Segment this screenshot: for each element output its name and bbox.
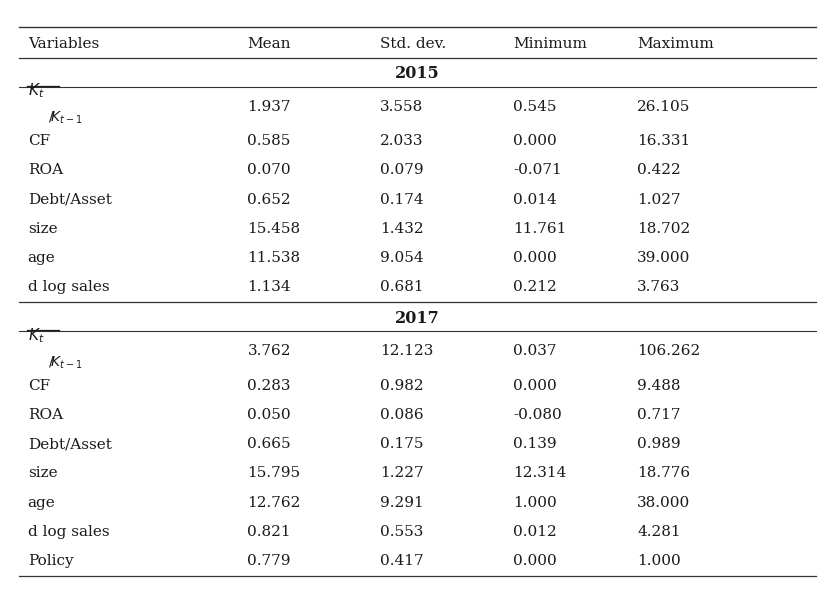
Text: 0.283: 0.283 [247,378,291,392]
Text: ROA: ROA [28,408,63,422]
Text: Maximum: Maximum [637,38,714,52]
Text: 0.545: 0.545 [513,100,556,114]
Text: size: size [28,222,58,236]
Text: 0.000: 0.000 [513,378,557,392]
Text: $K_t$: $K_t$ [28,82,44,100]
Text: 11.538: 11.538 [247,251,301,265]
Text: -0.071: -0.071 [513,164,562,177]
Text: 0.174: 0.174 [380,192,424,207]
Text: Policy: Policy [28,554,73,568]
Text: 0.585: 0.585 [247,134,291,148]
Text: 1.937: 1.937 [247,100,291,114]
Text: 9.291: 9.291 [380,496,424,509]
Text: $\!/\!K_{t-1}$: $\!/\!K_{t-1}$ [48,109,83,126]
Text: CF: CF [28,134,50,148]
Text: 0.652: 0.652 [247,192,291,207]
Text: 12.314: 12.314 [513,466,566,480]
Text: 0.212: 0.212 [513,280,557,295]
Text: 9.054: 9.054 [380,251,424,265]
Text: 0.717: 0.717 [637,408,681,422]
Text: size: size [28,466,58,480]
Text: Mean: Mean [247,38,291,52]
Text: 12.123: 12.123 [380,344,433,358]
Text: 38.000: 38.000 [637,496,691,509]
Text: d log sales: d log sales [28,280,109,295]
Text: 0.000: 0.000 [513,251,557,265]
Text: 3.762: 3.762 [247,344,291,358]
Text: 1.027: 1.027 [637,192,681,207]
Text: 0.681: 0.681 [380,280,424,295]
Text: 0.422: 0.422 [637,164,681,177]
Text: 12.762: 12.762 [247,496,301,509]
Text: 0.037: 0.037 [513,344,556,358]
Text: 15.795: 15.795 [247,466,301,480]
Text: 0.070: 0.070 [247,164,291,177]
Text: Std. dev.: Std. dev. [380,38,447,52]
Text: CF: CF [28,378,50,392]
Text: 15.458: 15.458 [247,222,301,236]
Text: 3.558: 3.558 [380,100,423,114]
Text: 0.014: 0.014 [513,192,557,207]
Text: $\!/\!K_{t-1}$: $\!/\!K_{t-1}$ [48,354,83,370]
Text: -0.080: -0.080 [513,408,562,422]
Text: 9.488: 9.488 [637,378,681,392]
Text: 16.331: 16.331 [637,134,691,148]
Text: 39.000: 39.000 [637,251,691,265]
Text: 1.227: 1.227 [380,466,424,480]
Text: 2017: 2017 [395,309,440,327]
Text: 0.139: 0.139 [513,437,556,451]
Text: 2.033: 2.033 [380,134,423,148]
Text: 0.821: 0.821 [247,525,291,539]
Text: 3.763: 3.763 [637,280,681,295]
Text: 0.982: 0.982 [380,378,424,392]
Text: 0.079: 0.079 [380,164,424,177]
Text: 1.432: 1.432 [380,222,424,236]
Text: 1.000: 1.000 [513,496,557,509]
Text: ROA: ROA [28,164,63,177]
Text: 0.417: 0.417 [380,554,424,568]
Text: 18.776: 18.776 [637,466,691,480]
Text: 18.702: 18.702 [637,222,691,236]
Text: d log sales: d log sales [28,525,109,539]
Text: 0.012: 0.012 [513,525,557,539]
Text: Variables: Variables [28,38,99,52]
Text: 0.000: 0.000 [513,134,557,148]
Text: 26.105: 26.105 [637,100,691,114]
Text: Debt/Asset: Debt/Asset [28,192,112,207]
Text: $K_t$: $K_t$ [28,326,44,345]
Text: 1.134: 1.134 [247,280,291,295]
Text: 0.665: 0.665 [247,437,291,451]
Text: 0.086: 0.086 [380,408,424,422]
Text: 106.262: 106.262 [637,344,701,358]
Text: age: age [28,496,55,509]
Text: 0.989: 0.989 [637,437,681,451]
Text: 0.553: 0.553 [380,525,423,539]
Text: 0.175: 0.175 [380,437,423,451]
Text: Debt/Asset: Debt/Asset [28,437,112,451]
Text: 0.000: 0.000 [513,554,557,568]
Text: age: age [28,251,55,265]
Text: 4.281: 4.281 [637,525,681,539]
Text: 11.761: 11.761 [513,222,566,236]
Text: 1.000: 1.000 [637,554,681,568]
Text: 2015: 2015 [395,65,440,82]
Text: 0.050: 0.050 [247,408,291,422]
Text: 0.779: 0.779 [247,554,291,568]
Text: Minimum: Minimum [513,38,587,52]
